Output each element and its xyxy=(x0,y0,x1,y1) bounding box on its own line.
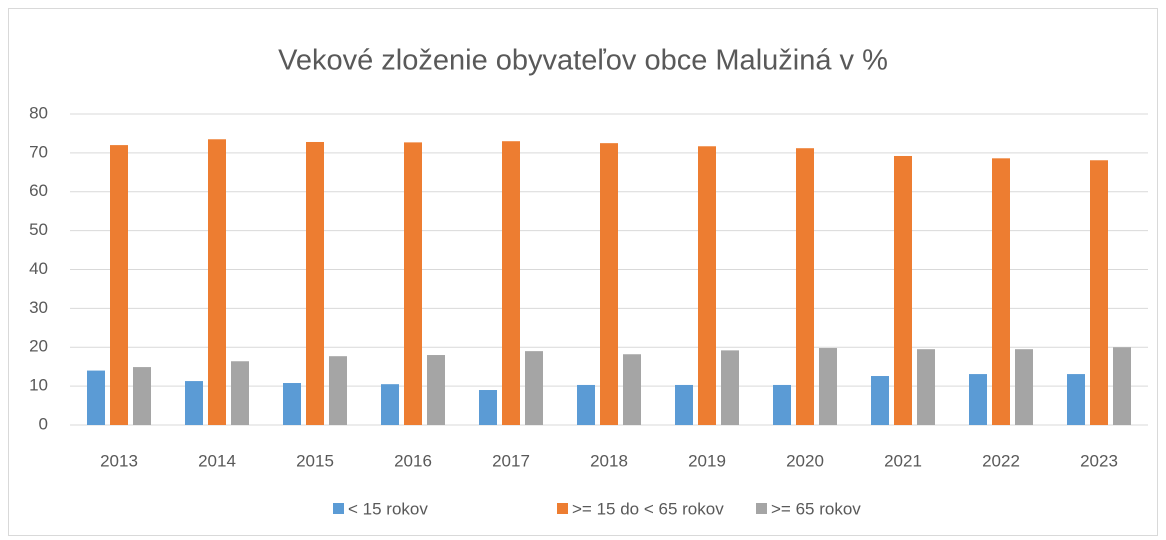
x-tick-label: 2020 xyxy=(786,451,824,470)
x-tick-label: 2023 xyxy=(1080,451,1118,470)
x-tick-label: 2018 xyxy=(590,451,628,470)
y-tick-label: 80 xyxy=(29,103,48,122)
legend-swatch xyxy=(333,503,344,514)
bar xyxy=(992,158,1010,425)
bar xyxy=(1015,349,1033,425)
legend-label: >= 15 do < 65 rokov xyxy=(572,499,724,518)
bar xyxy=(871,376,889,425)
bar xyxy=(87,370,105,425)
bar xyxy=(231,361,249,425)
bar xyxy=(329,356,347,425)
bar xyxy=(185,381,203,425)
bar xyxy=(819,348,837,425)
bar xyxy=(721,350,739,425)
bar xyxy=(479,390,497,425)
bar xyxy=(1090,160,1108,426)
x-tick-label: 2017 xyxy=(492,451,530,470)
bar xyxy=(1067,374,1085,425)
y-tick-label: 50 xyxy=(29,220,48,239)
bar xyxy=(1113,347,1131,425)
y-tick-label: 30 xyxy=(29,298,48,317)
bar xyxy=(208,139,226,426)
x-tick-label: 2019 xyxy=(688,451,726,470)
bar xyxy=(623,354,641,425)
x-tick-label: 2013 xyxy=(100,451,138,470)
bar xyxy=(894,155,912,426)
bar xyxy=(404,142,422,425)
bar xyxy=(577,384,595,425)
legend-swatch xyxy=(557,503,568,514)
bar xyxy=(306,141,324,426)
bar xyxy=(600,143,618,425)
bar xyxy=(698,146,716,426)
chart-title: Vekové zloženie obyvateľov obce Malužiná… xyxy=(278,45,888,77)
bar xyxy=(133,367,151,425)
bar xyxy=(796,148,814,425)
legend-swatch xyxy=(756,503,767,514)
bar xyxy=(427,355,445,425)
x-tick-label: 2014 xyxy=(198,451,236,470)
chart-border xyxy=(8,8,1158,536)
legend-label: >= 65 rokov xyxy=(771,499,861,518)
y-tick-label: 0 xyxy=(39,414,48,433)
x-tick-label: 2016 xyxy=(394,451,432,470)
bar xyxy=(110,145,128,425)
bar xyxy=(502,141,520,425)
y-tick-label: 70 xyxy=(29,142,48,161)
bar xyxy=(381,384,399,425)
bar xyxy=(917,349,935,425)
y-tick-label: 20 xyxy=(29,337,48,356)
x-tick-label: 2021 xyxy=(884,451,922,470)
y-tick-label: 60 xyxy=(29,181,48,200)
x-tick-label: 2015 xyxy=(296,451,334,470)
y-tick-label: 10 xyxy=(29,376,48,395)
legend-label: < 15 rokov xyxy=(348,499,428,518)
y-tick-label: 40 xyxy=(29,259,48,278)
x-tick-label: 2022 xyxy=(982,451,1020,470)
bar xyxy=(283,383,301,425)
bar xyxy=(773,384,791,425)
bar xyxy=(969,374,987,425)
bar xyxy=(525,351,543,425)
bar xyxy=(675,384,693,425)
